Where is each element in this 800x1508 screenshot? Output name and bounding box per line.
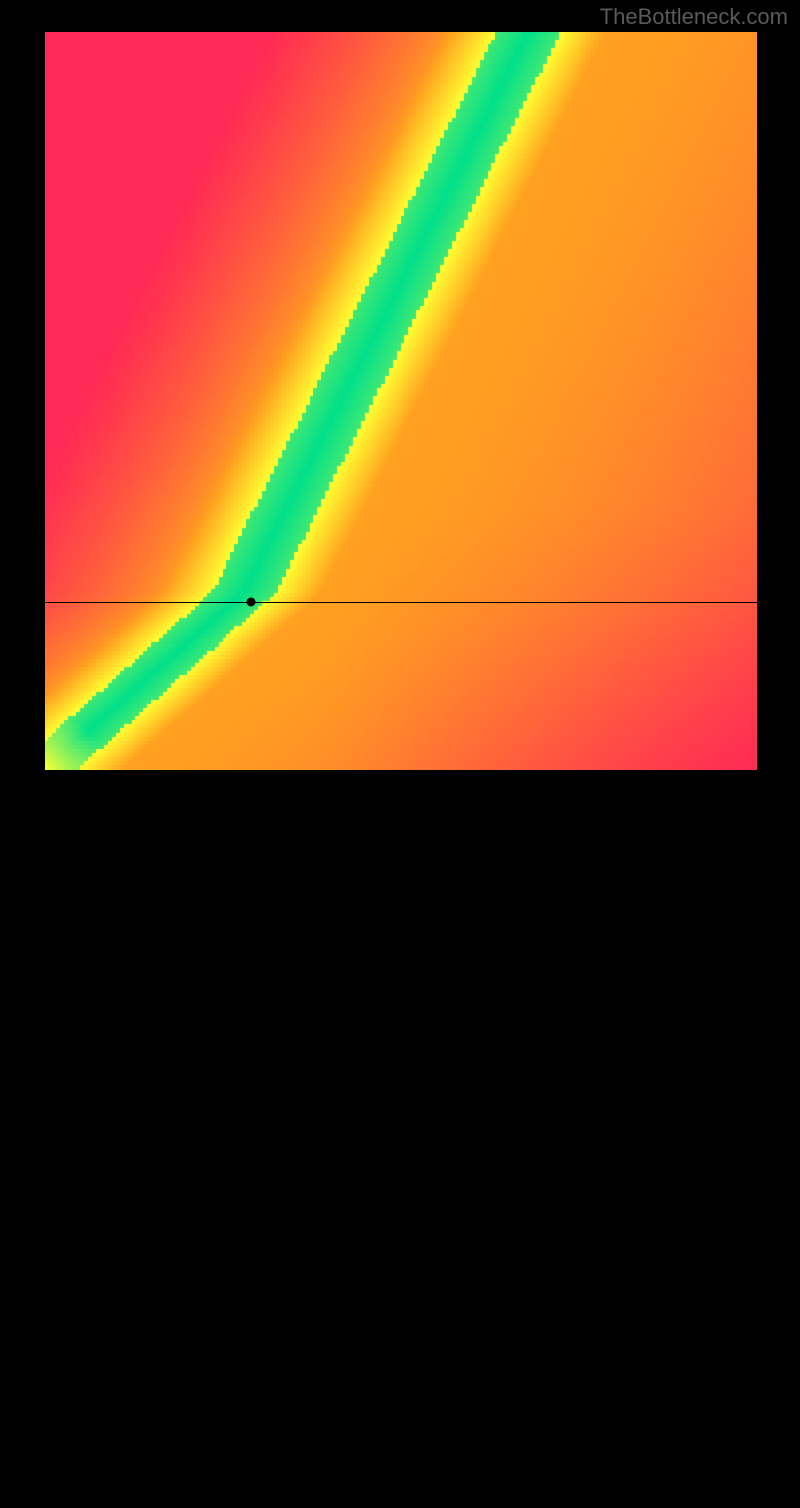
crosshair-horizontal <box>45 602 757 603</box>
crosshair-marker-dot <box>247 598 256 607</box>
heatmap-canvas <box>45 32 757 770</box>
watermark-text: TheBottleneck.com <box>600 4 788 30</box>
crosshair-vertical <box>251 770 252 1508</box>
heatmap-plot-area <box>45 32 757 770</box>
